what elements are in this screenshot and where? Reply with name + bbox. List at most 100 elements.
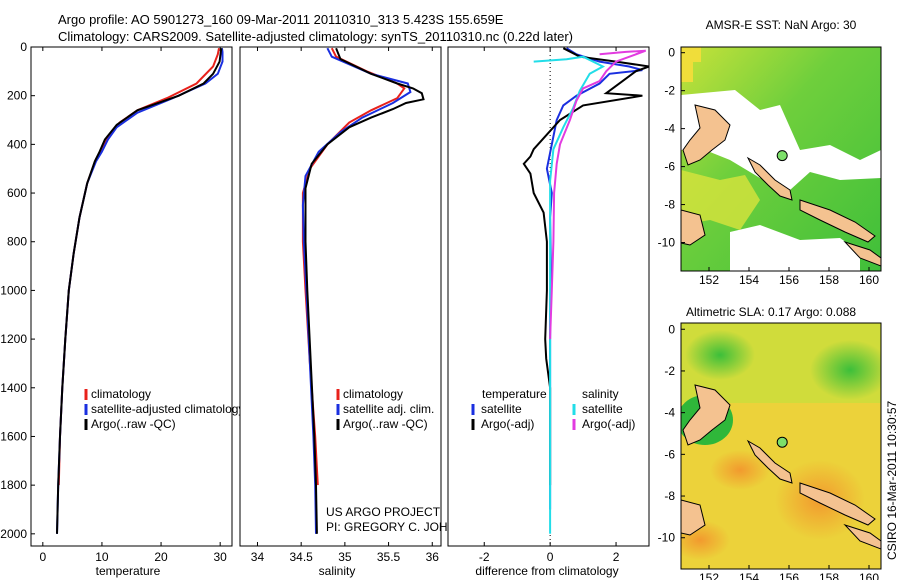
x-tick-label: 35.5 (377, 550, 401, 564)
difference-legend: temperature salinitysatelliteArgo(-adj)sa… (471, 387, 635, 431)
salinity-xlabel: salinity (319, 564, 356, 578)
sst-coast-guadalcanal (843, 240, 881, 267)
temperature-x-axis: 0 10 20 30 (39, 47, 227, 564)
sst-warm-patch (681, 47, 701, 82)
float-position-marker (776, 150, 788, 162)
y-tick-label: 600 (7, 186, 27, 200)
x-tick-label: 2 (613, 550, 620, 564)
lat-tick-label: -4 (664, 406, 675, 420)
credit-line2: PI: GREGORY C. JOHNSON (326, 520, 482, 534)
lat-tick-label: -2 (664, 364, 675, 378)
sla-low-ne (810, 340, 881, 400)
sla-high-sw (710, 450, 770, 490)
x-tick-label: -2 (479, 550, 490, 564)
x-tick-label: 0 (39, 550, 46, 564)
legend-entry: Argo(..raw -QC) (343, 417, 428, 431)
sla-coast-new-ireland (682, 384, 731, 446)
sst-coast-new-ireland (682, 104, 731, 166)
x-tick-label: 20 (154, 550, 168, 564)
salinity-x-axis: 34 34.5 35 35.5 36 (251, 47, 439, 564)
x-tick-label: 36 (426, 550, 440, 564)
y-tick-label: 200 (7, 89, 27, 103)
sla-coast-guadalcanal (843, 523, 881, 550)
figure-title-line1: Argo profile: AO 5901273_160 09-Mar-2011… (58, 12, 504, 27)
x-tick-label: 34.5 (289, 550, 313, 564)
difference-xlabel: difference from climatology (475, 564, 618, 578)
lat-tick-label: -4 (664, 122, 675, 136)
difference-axes-box (447, 46, 650, 547)
legend-entry: satellite-adjusted climatology (91, 402, 244, 416)
y-tick-label: 400 (7, 137, 27, 151)
lon-tick-label: 158 (819, 571, 839, 580)
lon-tick-label: 158 (819, 273, 839, 287)
legend-entry: Argo(-adj) (481, 417, 534, 431)
lon-tick-label: 156 (779, 273, 799, 287)
sla-map-frame (680, 322, 882, 570)
depth-axis: 0 200 400 600 800 1000 1200 1400 1600 1800 2000 (0, 40, 35, 541)
sst-map: AMSR-E SST: NaN Argo: 30 152 154 156 158 160… (658, 18, 882, 287)
sla-map: Altimetric SLA: 0.17 Argo: 0.088 152 154 1… (658, 305, 882, 580)
y-tick-label: 1600 (0, 429, 27, 443)
series-line (304, 47, 425, 534)
sla-coast-bougainville (746, 439, 793, 484)
series-line (56, 48, 223, 534)
float-position-marker (776, 436, 788, 448)
temperature-axes-box (30, 46, 233, 547)
sst-yellow-patch (681, 170, 760, 230)
sst-coast-west (681, 209, 706, 246)
legend-entry: Argo(-adj) (582, 417, 635, 431)
temperature-profiles (56, 48, 224, 534)
lat-tick-label: -2 (664, 84, 675, 98)
lon-tick-label: 154 (739, 571, 759, 580)
sst-missing-data-south (730, 225, 860, 271)
legend-entry: satellite adj. clim. (343, 402, 434, 416)
lon-tick-label: 156 (779, 571, 799, 580)
difference-panel: -2 0 2 temperature salinitysatelliteArgo(-a… (447, 46, 650, 578)
lon-tick-label: 154 (739, 273, 759, 287)
y-tick-label: 2000 (0, 527, 27, 541)
lat-tick-label: -10 (658, 531, 676, 545)
sla-map-title: Altimetric SLA: 0.17 Argo: 0.088 (686, 305, 856, 319)
lat-tick-label: -8 (664, 489, 675, 503)
legend-entry: climatology (343, 387, 403, 401)
y-tick-label: 0 (20, 40, 27, 54)
series-line (533, 55, 606, 534)
sst-coast-bougainville (746, 156, 793, 201)
series-line (522, 47, 650, 486)
salinity-profiles (301, 47, 425, 534)
lon-tick-label: 152 (699, 571, 719, 580)
x-tick-label: 30 (213, 550, 227, 564)
temperature-xlabel: temperature (96, 564, 161, 578)
sst-missing-data (681, 90, 881, 190)
sst-coast-solomons (799, 199, 876, 243)
y-tick-label: 800 (7, 235, 27, 249)
sla-low-north (685, 330, 755, 380)
credit-line1: US ARGO PROJECT (326, 505, 441, 519)
x-tick-label: 34 (251, 550, 265, 564)
legend-entry: climatology (91, 387, 151, 401)
x-tick-label: 0 (547, 550, 554, 564)
legend-entry: satellite (481, 402, 522, 416)
x-tick-label: 10 (95, 550, 109, 564)
lon-tick-label: 152 (699, 273, 719, 287)
lat-tick-label: -6 (664, 160, 675, 174)
sst-map-title: AMSR-E SST: NaN Argo: 30 (706, 18, 857, 32)
difference-profiles (522, 47, 650, 534)
temperature-panel: 0 200 400 600 800 1000 1200 1400 1600 1800 2000 0 1… (0, 40, 244, 578)
sla-map-axes: 152 154 156 158 160 0 -2 -4 -6 -8 -10 (658, 322, 880, 580)
salinity-axes-box (239, 46, 442, 547)
lat-tick-label: -6 (664, 447, 675, 461)
lon-tick-label: 160 (859, 571, 879, 580)
sst-map-axes: 152 154 156 158 160 0 -2 -4 -6 -8 -10 (658, 46, 880, 287)
figure-title-line2: Climatology: CARS2009. Satellite-adjuste… (58, 29, 573, 44)
sla-coast-west (681, 499, 706, 536)
y-tick-label: 1800 (0, 478, 27, 492)
legend-title-temperature: temperature (482, 387, 547, 401)
lat-tick-label: -8 (664, 198, 675, 212)
y-tick-label: 1200 (0, 332, 27, 346)
x-tick-label: 35 (338, 550, 352, 564)
